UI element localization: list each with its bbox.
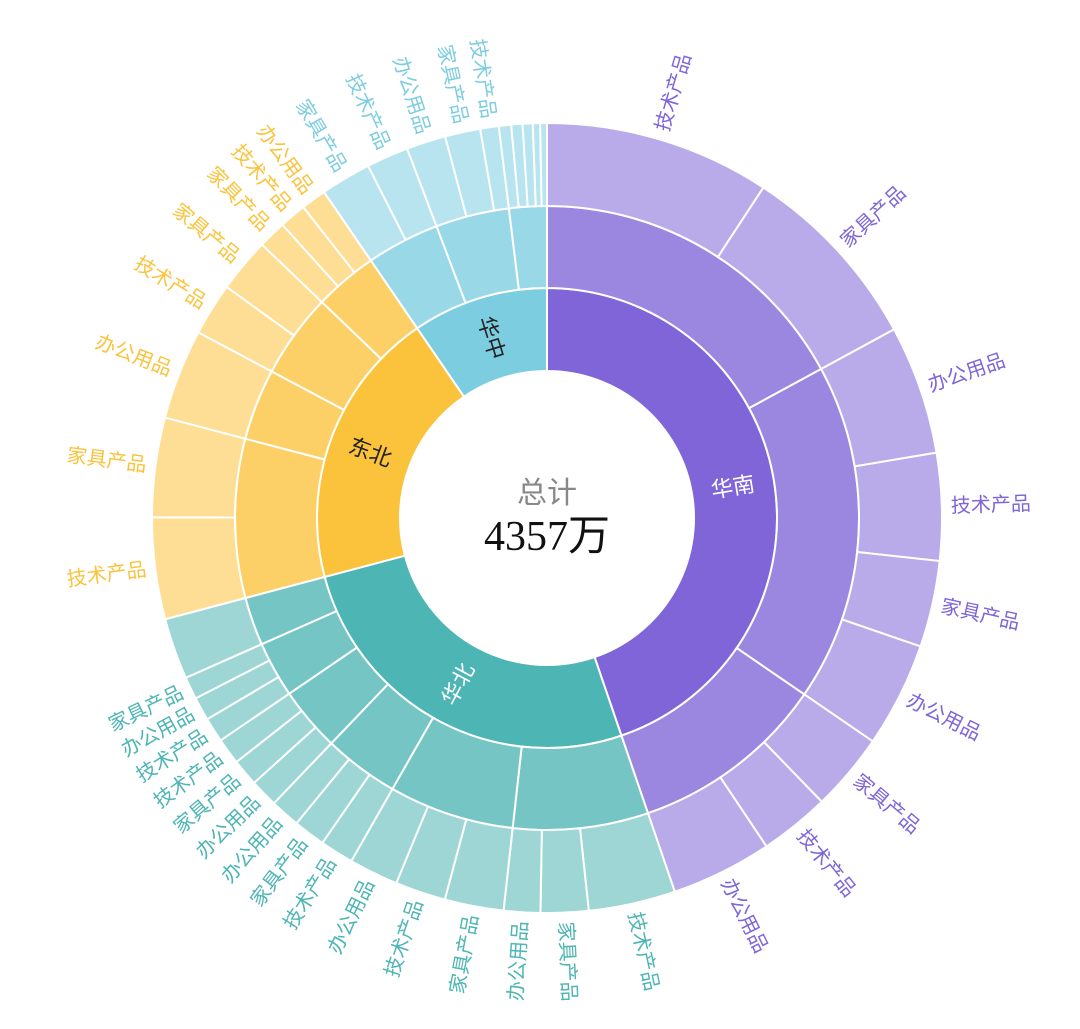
center-title: 总计 [517,477,577,510]
leaf-sector-huanan[interactable] [853,451,943,563]
leaf-label: 办公用品 [716,875,772,957]
leaf-label: 技术产品 [792,825,860,902]
leaf-label: 办公用品 [903,689,985,746]
leaf-label: 办公用品 [92,330,175,381]
sub-sector-dongbei[interactable] [234,437,326,600]
leaf-label: 技术产品 [341,70,394,152]
leaf-label: 家具产品 [446,913,483,996]
leaf-label: 技术产品 [950,492,1031,517]
leaf-label: 技术产品 [65,558,147,591]
leaf-label: 家具产品 [554,921,581,1002]
sunburst-rings [150,121,943,914]
leaf-label: 家具产品 [836,181,910,252]
leaf-label: 技术产品 [651,51,696,134]
leaf-label: 家具产品 [849,769,925,838]
leaf-sector-huazhong[interactable] [539,121,548,208]
leaf-sector-huabei[interactable] [539,827,590,914]
leaf-label: 技术产品 [380,897,427,980]
leaf-label: 技术产品 [466,37,500,119]
center-total: 4357万 [484,514,610,560]
leaf-label: 家具产品 [66,444,148,477]
leaf-label: 技术产品 [130,252,210,314]
leaf-label: 家具产品 [939,595,1022,635]
leaf-label: 办公用品 [504,920,532,1001]
leaf-label: 办公用品 [324,876,380,958]
leaf-label: 家具产品 [433,43,473,126]
leaf-label: 技术产品 [624,910,664,993]
leaf-label: 办公用品 [388,54,434,137]
leaf-label: 办公用品 [925,349,1008,397]
